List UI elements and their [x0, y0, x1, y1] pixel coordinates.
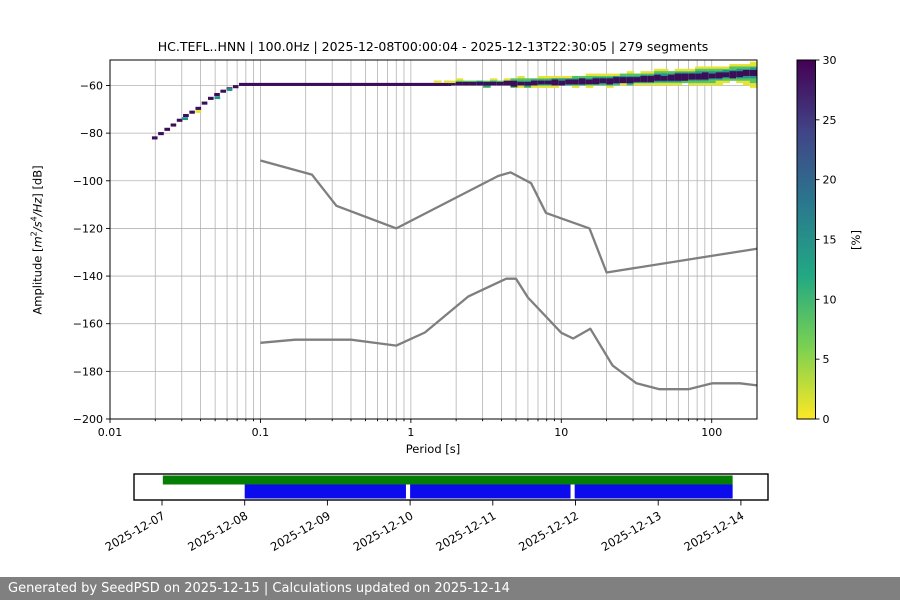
nlnm-curve: [260, 277, 758, 391]
colorbar-tick-label: 30: [823, 54, 837, 67]
y-tick-label: −60: [80, 79, 103, 92]
colorbar-tick-label: 0: [823, 413, 830, 426]
x-tick-label: 10: [554, 426, 568, 439]
coverage-timeline: 2025-12-07 2025-12-08 2025-12-09 2025-12-10…: [103, 473, 769, 554]
timeline-date-label: 2025-12-08: [185, 508, 250, 554]
y-tick-label: −180: [73, 365, 103, 378]
colorbar: 0 5 10 15 20 25 30: [796, 54, 837, 426]
y-tick-label: −120: [73, 222, 103, 235]
x-axis-ticks: 0.01 0.1 1 10 100: [98, 419, 722, 439]
x-tick-label: 100: [701, 426, 722, 439]
timeline-date-label: 2025-12-12: [516, 508, 581, 554]
y-tick-label: −100: [73, 175, 103, 188]
timeline-date-label: 2025-12-07: [103, 508, 168, 554]
x-axis-label: Period [s]: [405, 442, 461, 456]
timeline-date-label: 2025-12-14: [682, 508, 747, 554]
colorbar-tick-label: 10: [823, 293, 837, 306]
noise-model-curves: [260, 159, 758, 391]
timeline-gap: [405, 484, 411, 499]
nhnm-curve: [260, 159, 758, 274]
x-tick-label: 0.01: [98, 426, 123, 439]
plot-border: [109, 59, 758, 420]
y-tick-label: −140: [73, 270, 103, 283]
footer-status-bar: Generated by SeedPSD on 2025-12-15 | Cal…: [0, 577, 900, 600]
timeline-green-bar: [162, 475, 733, 485]
timeline-blue-bar: [244, 484, 733, 499]
timeline-date-label: 2025-12-13: [599, 508, 664, 554]
timeline-gap: [570, 484, 575, 499]
y-tick-label: −200: [73, 413, 103, 426]
gridlines: [109, 60, 757, 419]
timeline-date-label: 2025-12-09: [268, 508, 333, 554]
ppsd-heatmap: [151, 61, 758, 140]
x-tick-label: 0.1: [252, 426, 270, 439]
colorbar-tick-label: 25: [823, 114, 837, 127]
colorbar-tick-label: 20: [823, 174, 837, 187]
y-tick-label: −160: [73, 318, 103, 331]
y-tick-label: −80: [80, 127, 103, 140]
plot-title: HC.TEFL..HNN | 100.0Hz | 2025-12-08T00:0…: [157, 39, 709, 54]
timeline-date-label: 2025-12-10: [351, 508, 416, 554]
colorbar-gradient: [797, 60, 816, 419]
timeline-date-label: 2025-12-11: [433, 508, 498, 554]
colorbar-tick-label: 15: [823, 234, 837, 247]
x-tick-label: 1: [407, 426, 414, 439]
y-axis-ticks: −60 −80 −100 −120 −140 −160 −180 −200: [73, 79, 110, 426]
colorbar-tick-label: 5: [823, 353, 830, 366]
